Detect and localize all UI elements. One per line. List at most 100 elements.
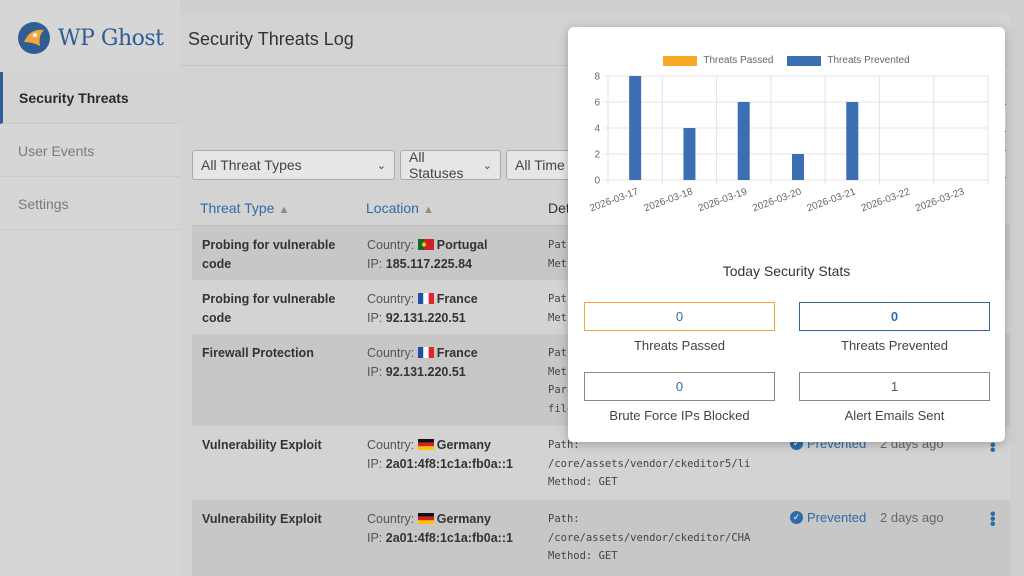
ip-address: 2a01:4f8:1c1a:fb0a::1: [385, 531, 513, 545]
chart-legend: Threats Passed Threats Prevented: [568, 55, 1005, 66]
x-tick-label: 2026-03-19: [697, 186, 749, 214]
chevron-down-icon: ⌄: [482, 159, 492, 172]
detail-line: Path:: [548, 513, 580, 525]
ip-label: IP:: [367, 457, 383, 471]
alert-emails-label: Alert Emails Sent: [844, 408, 945, 423]
threats-passed-value: 0: [584, 302, 775, 331]
sidebar-item-label: Settings: [18, 195, 69, 212]
status-badge: ✓ Prevented: [790, 510, 866, 525]
country-label: Country:: [367, 292, 415, 306]
legend-item-prevented: Threats Prevented: [787, 55, 910, 66]
ghost-logo-icon: [18, 22, 50, 54]
more-actions-icon[interactable]: •••: [990, 506, 996, 533]
detail-line: Path:: [548, 439, 580, 451]
location: Country: France IP: 92.131.220.51: [367, 290, 478, 328]
legend-label: Threats Prevented: [827, 55, 910, 66]
detail-line: Path: [548, 239, 574, 251]
check-circle-icon: ✓: [790, 511, 803, 524]
legend-swatch: [663, 55, 698, 66]
ip-label: IP:: [367, 257, 383, 271]
alert-emails-value: 1: [799, 372, 990, 401]
bar-threats-prevented: [792, 154, 804, 180]
ip-label: IP:: [367, 531, 383, 545]
detail-line: Para: [548, 384, 574, 396]
threat-type: Vulnerability Exploit: [202, 438, 322, 452]
country-label: Country:: [367, 238, 415, 252]
ip-address: 92.131.220.51: [385, 365, 466, 379]
x-tick-label: 2026-03-21: [805, 186, 857, 214]
detail-line: Met: [548, 311, 567, 324]
x-tick-label: 2026-03-23: [914, 186, 966, 214]
y-tick-label: 6: [594, 98, 600, 109]
country-label: Country:: [367, 346, 415, 360]
location: Country: Germany IP: 2a01:4f8:1c1a:fb0a:…: [367, 436, 513, 474]
table-row: Vulnerability Exploit Country: Germany I…: [192, 500, 1010, 576]
threat-type: Probing for vulnerable code: [202, 292, 336, 325]
brute-force-label: Brute Force IPs Blocked: [609, 408, 750, 423]
sort-icon: ▲︎: [278, 204, 290, 216]
sort-icon: ▲︎: [422, 204, 434, 216]
legend-label: Threats Passed: [703, 55, 774, 66]
bar-threats-prevented: [846, 102, 859, 180]
x-tick-label: 2026-03-18: [643, 186, 695, 214]
status-text: Prevented: [807, 510, 867, 525]
country-name: France: [436, 346, 478, 360]
security-stats-popup: 0 2 4 6 8 2026-03-17 2026-03-18 2026-03-19 2026-…: [568, 27, 1005, 442]
details: Path Meth Para file: [548, 344, 573, 418]
stats-title: Today Security Stats: [722, 263, 851, 279]
time-select-value: All Time: [515, 157, 565, 173]
sidebar-item-security-threats[interactable]: Security Threats: [0, 72, 180, 124]
france-flag-icon: [417, 347, 434, 358]
detail-line: Meth: [548, 365, 574, 378]
ip-label: IP:: [367, 311, 383, 325]
y-tick-label: 8: [594, 72, 600, 83]
detail-line: Met: [548, 257, 567, 270]
ip-label: IP:: [367, 365, 383, 379]
column-label: Location: [366, 200, 419, 216]
country-label: Country:: [367, 438, 415, 452]
logo[interactable]: WP Ghost: [16, 20, 164, 56]
details: Path Met: [548, 290, 573, 327]
brute-force-value: 0: [584, 372, 775, 401]
threat-type-select[interactable]: All Threat Types ⌄: [192, 150, 395, 180]
location: Country: Germany IP: 2a01:4f8:1c1a:fb0a:…: [367, 510, 513, 548]
column-threat-type[interactable]: Threat Type ▲︎: [200, 200, 289, 216]
threats-passed-label: Threats Passed: [633, 338, 726, 353]
y-tick-label: 2: [594, 150, 600, 161]
details: Path Met: [548, 236, 573, 273]
ip-address: 2a01:4f8:1c1a:fb0a::1: [385, 457, 513, 471]
bar-threats-prevented: [683, 128, 696, 180]
country-name: Germany: [436, 438, 491, 452]
column-label: Threat Type: [200, 200, 275, 216]
ip-address: 185.117.225.84: [385, 257, 472, 271]
bar-threats-prevented: [629, 76, 642, 180]
x-tick-label: 2026-03-17: [588, 186, 640, 214]
sidebar-item-user-events[interactable]: User Events: [0, 125, 180, 177]
timestamp: 2 days ago: [880, 510, 944, 525]
detail-line: Path: [548, 293, 574, 305]
x-tick-label: 2026-03-20: [751, 186, 803, 214]
france-flag-icon: [417, 293, 434, 304]
detail-line: file: [548, 402, 574, 415]
app-name: WP Ghost: [58, 25, 164, 51]
threats-prevented-label: Threats Prevented: [841, 338, 948, 353]
country-label: Country:: [367, 512, 415, 526]
detail-line: Path: [548, 347, 574, 359]
detail-line: Method: GET: [548, 550, 618, 562]
detail-line: Method: GET: [548, 476, 618, 488]
legend-swatch: [787, 55, 822, 66]
threat-type: Firewall Protection: [202, 346, 314, 360]
ip-address: 92.131.220.51: [385, 311, 466, 325]
details: Path: /core/assets/vendor/ckeditor/CHA M…: [548, 510, 750, 566]
germany-flag-icon: [417, 439, 434, 450]
status-select[interactable]: All Statuses ⌄: [400, 149, 501, 181]
sidebar-item-settings[interactable]: Settings: [0, 178, 180, 230]
bar-threats-prevented: [737, 102, 750, 180]
germany-flag-icon: [417, 513, 434, 524]
chevron-down-icon: ⌄: [376, 159, 386, 172]
threat-type: Vulnerability Exploit: [202, 512, 322, 526]
location: Country: France IP: 92.131.220.51: [367, 344, 478, 382]
x-tick-label: 2026-03-22: [860, 186, 912, 214]
column-location[interactable]: Location ▲︎: [366, 200, 434, 216]
